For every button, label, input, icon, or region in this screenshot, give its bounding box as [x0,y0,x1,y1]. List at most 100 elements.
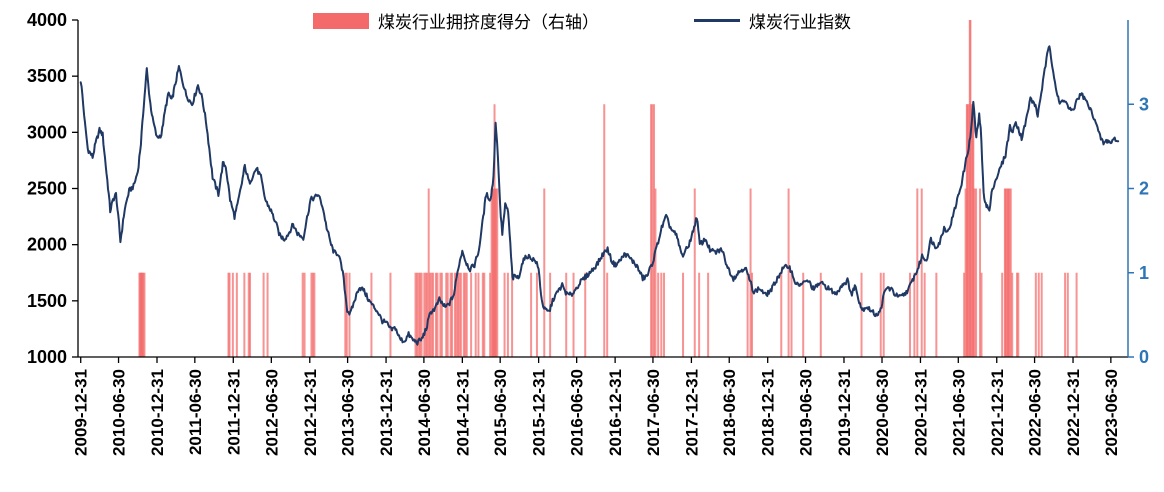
crowding-score-bar [698,272,701,357]
crowding-score-bar [663,272,666,357]
crowding-score-bar [682,272,685,357]
crowding-score-bar [426,272,429,357]
crowding-score-bar [483,272,486,357]
crowding-score-bar [1009,188,1012,357]
right-axis-tick-label: 3 [1139,94,1149,114]
crowding-score-bar [446,272,449,357]
crowding-score-bar [1064,272,1067,357]
index-line [79,45,1120,346]
x-axis-tick-label: 2017-06-30 [644,369,663,456]
x-axis-tick-label: 2020-12-31 [911,369,930,456]
crowding-score-bar [465,272,468,357]
crowding-score-bar [311,272,314,357]
crowding-score-bar [1075,272,1078,357]
crowding-score-bar [1004,188,1007,357]
crowding-score-bar [1037,272,1040,357]
chart-legend: 煤炭行业拥挤度得分（右轴） 煤炭行业指数 [0,8,1164,33]
crowding-score-bar [657,272,660,357]
crowding-score-bar [693,188,696,357]
crowding-score-bar [1034,272,1037,357]
crowding-score-bar [247,272,250,357]
crowding-score-bar [751,272,754,357]
crowding-score-bar [262,272,265,357]
crowding-score-bar [303,272,306,357]
left-axis-tick-label: 3500 [27,66,67,86]
crowding-score-bar [652,104,655,357]
x-axis-tick-label: 2011-06-30 [186,369,205,455]
crowding-score-bar [979,188,982,357]
x-axis-tick-label: 2015-06-30 [491,369,510,456]
crowding-score-bar [427,188,430,357]
crowding-score-bar [879,272,882,357]
crowding-score-bar [707,272,710,357]
crowding-score-bar [964,188,967,357]
crowding-score-bar [787,188,790,357]
crowding-score-bar [436,272,439,357]
left-axis-tick-label: 2500 [27,179,67,199]
crowding-score-bar [549,272,552,357]
crowding-score-bar [301,272,304,357]
crowding-score-bar [535,272,538,357]
crowding-score-bar [980,272,983,357]
crowding-score-bar [496,188,499,357]
left-axis-tick-label: 1000 [27,347,67,367]
left-axis-tick-label: 2000 [27,235,67,255]
crowding-score-bar [235,272,238,357]
x-axis-tick-label: 2009-12-31 [72,369,91,456]
x-axis-tick-label: 2012-06-30 [262,369,281,456]
crowding-score-bar [420,272,423,357]
left-axis-tick-label: 3000 [27,122,67,142]
x-axis-tick-label: 2016-06-30 [568,369,587,456]
crowding-score-bar [439,272,442,357]
x-axis-tick-label: 2018-12-31 [759,369,778,456]
crowding-score-bar [506,272,509,357]
crowding-score-bar [790,272,793,357]
legend-item-index: 煤炭行业指数 [694,8,851,33]
x-axis-tick-label: 2012-12-31 [301,369,320,456]
crowding-score-bar [565,272,568,357]
x-axis-tick-label: 2010-06-30 [110,369,129,456]
crowding-score-bar [606,272,609,357]
crowding-score-bar [882,272,885,357]
left-axis-tick-label: 4000 [27,10,67,30]
crowding-score-bar [967,104,970,357]
crowding-score-bar [1001,272,1004,357]
right-axis-tick-label: 1 [1139,263,1149,283]
crowding-score-bar [749,188,752,357]
crowding-score-bar [470,272,473,357]
x-axis-tick-label: 2013-12-31 [377,369,396,456]
crowding-score-bar [973,188,976,357]
crowding-score-bar [344,272,347,357]
crowding-score-bar [370,272,373,357]
crowding-score-bar [310,272,313,357]
crowding-score-bar [414,272,417,357]
crowding-score-bar [345,272,348,357]
x-axis-tick-label: 2014-12-31 [453,369,472,456]
crowding-score-bar [458,272,461,357]
right-axis-tick-label: 0 [1139,347,1149,367]
crowding-score-bar [913,272,916,357]
crowding-score-bar [543,188,546,357]
crowding-score-bar [966,104,969,357]
crowding-score-bar [920,188,923,357]
crowding-score-bar [455,272,458,357]
right-axis-tick-label: 2 [1139,179,1149,199]
crowding-score-bar [440,272,443,357]
x-axis-tick-label: 2015-12-31 [530,369,549,456]
crowding-score-bar [970,104,973,357]
crowding-score-bar [449,272,452,357]
crowding-score-bar [477,272,480,357]
crowding-score-bar [511,272,514,357]
x-axis-tick-label: 2021-06-30 [949,369,968,456]
crowding-score-bar [313,272,316,357]
crowding-score-bar [935,272,938,357]
x-axis-tick-label: 2017-12-31 [682,369,701,456]
crowding-score-bar [227,272,230,357]
crowding-score-bar [249,272,252,357]
crowding-score-bar [481,272,484,357]
crowding-score-bar [456,272,459,357]
crowding-score-bar [243,272,246,357]
crowding-score-bar [430,272,433,357]
